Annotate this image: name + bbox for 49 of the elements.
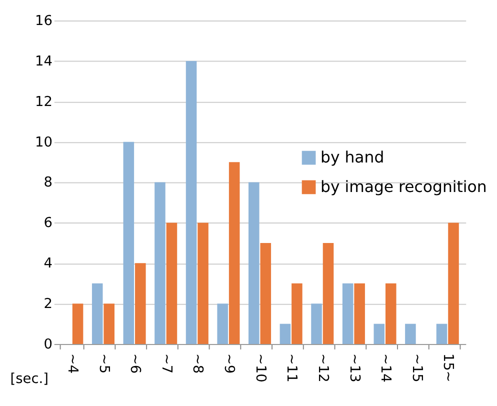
bar — [154, 182, 166, 344]
y-tick-label: 14 — [34, 53, 52, 70]
bar — [322, 242, 334, 344]
x-tick-label: ~14 — [378, 353, 394, 382]
x-tick-label: ~10 — [252, 353, 268, 382]
bar — [123, 142, 134, 344]
x-tick-label: ~15 — [408, 353, 425, 382]
x-tick-label: 15~ — [440, 353, 456, 382]
bar — [436, 324, 448, 344]
bar — [186, 60, 197, 344]
y-tick-label: 6 — [44, 215, 52, 232]
y-tick-label: 10 — [34, 134, 52, 150]
bar — [72, 304, 84, 344]
bar — [448, 222, 459, 344]
bar — [198, 222, 208, 344]
bar — [260, 242, 272, 344]
bar — [405, 324, 416, 344]
bar — [135, 263, 146, 344]
y-tick-label: 2 — [44, 296, 52, 312]
bar — [104, 304, 114, 344]
x-tick-label: ~4 — [64, 353, 80, 374]
bar — [311, 304, 322, 344]
y-tick-label: 0 — [44, 336, 52, 352]
y-tick-label: 12 — [34, 94, 52, 110]
bar — [354, 283, 365, 344]
legend-label: by image recognition — [320, 177, 487, 196]
x-axis-title: [sec.] — [10, 370, 48, 387]
legend-label: by hand — [320, 148, 384, 167]
x-tick-label: ~6 — [127, 353, 144, 374]
x-tick-label: ~11 — [284, 353, 300, 382]
bar — [228, 162, 240, 344]
x-tick-label: ~5 — [96, 353, 112, 374]
x-tick-label: ~9 — [221, 353, 238, 374]
bar — [92, 283, 103, 344]
bar — [248, 182, 260, 344]
bar — [385, 283, 396, 344]
x-tick-label: ~7 — [158, 353, 174, 374]
bar — [292, 283, 302, 344]
x-tick-label: ~13 — [346, 353, 362, 382]
bar — [280, 324, 291, 344]
x-tick-label: ~8 — [190, 353, 206, 374]
bar — [374, 324, 385, 344]
y-tick-label: 4 — [44, 256, 52, 272]
y-tick-label: 8 — [44, 174, 52, 191]
bar — [217, 304, 228, 344]
bar — [342, 283, 354, 344]
y-tick-label: 16 — [34, 12, 52, 29]
x-tick-label: ~12 — [314, 353, 331, 382]
bar — [166, 222, 178, 344]
